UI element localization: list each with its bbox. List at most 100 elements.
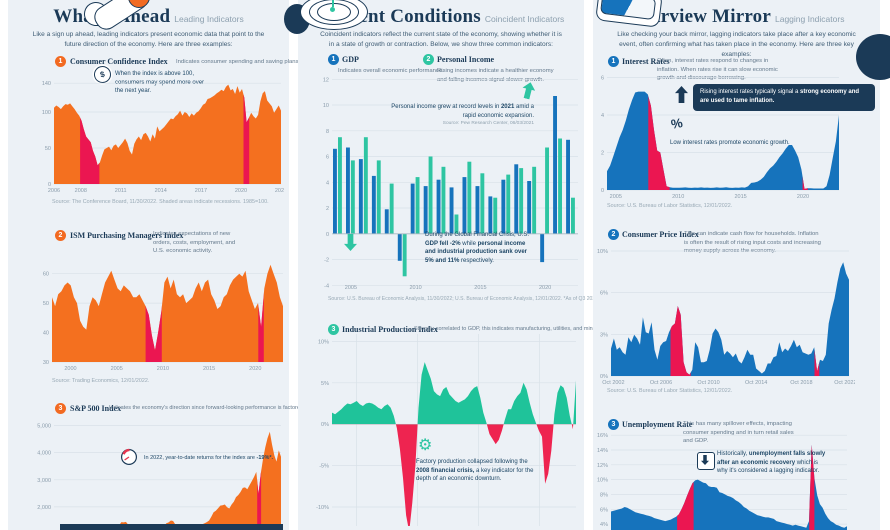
svg-text:10%: 10% xyxy=(597,478,608,484)
svg-text:0: 0 xyxy=(48,182,51,188)
section-title: GDP xyxy=(342,55,359,64)
gfc-annotation: During the Global Financial Crisis, U.S.… xyxy=(425,232,530,265)
svg-text:2010: 2010 xyxy=(157,366,169,372)
svg-text:4%: 4% xyxy=(600,522,608,528)
svg-text:2015: 2015 xyxy=(474,285,486,291)
svg-text:2020: 2020 xyxy=(249,366,261,372)
section-title: S&P 500 Index xyxy=(70,404,122,413)
svg-text:2006: 2006 xyxy=(48,188,60,194)
unemployment-chart: 16% 14% 12% 10% 8% 6% 4% xyxy=(597,433,847,530)
svg-text:100: 100 xyxy=(42,110,51,116)
section-title: Unemployment Rate xyxy=(622,420,693,429)
panel-subtitle: Leading Indicators xyxy=(174,14,244,24)
svg-text:Oct 2010: Oct 2010 xyxy=(697,380,719,386)
svg-text:2017: 2017 xyxy=(195,188,207,194)
section-number: 2 xyxy=(423,54,434,65)
panel-leading: What's Ahead Leading Indicators Like a si… xyxy=(8,0,331,530)
svg-text:3%: 3% xyxy=(600,332,608,338)
section-desc: This has many spillover effects, impacti… xyxy=(683,421,794,445)
svg-text:-4: -4 xyxy=(324,283,329,289)
income-annotation: Personal income grew at record levels in… xyxy=(386,103,534,128)
section-title: ISM Purchasing Managers Index xyxy=(70,231,184,240)
svg-text:2: 2 xyxy=(601,151,604,157)
svg-text:2000: 2000 xyxy=(64,366,76,372)
svg-text:6: 6 xyxy=(326,155,329,161)
svg-text:2020: 2020 xyxy=(797,194,809,200)
svg-text:-10%: -10% xyxy=(316,505,329,511)
source-note: Source: Trading Economics, 12/01/2022. xyxy=(52,378,150,384)
svg-text:2015: 2015 xyxy=(203,366,215,372)
section-number: 1 xyxy=(328,54,339,65)
svg-text:30: 30 xyxy=(43,360,49,366)
gdp-income-bar-chart: 12 10 8 6 4 2 0 -2 -4 2005 2010 2015 2020 xyxy=(323,77,578,291)
svg-text:16%: 16% xyxy=(597,433,608,439)
svg-text:Oct 2002: Oct 2002 xyxy=(602,380,624,386)
svg-text:14%: 14% xyxy=(597,448,608,454)
income-annotation-text: Personal income grew at record levels in… xyxy=(391,104,534,119)
svg-text:2010: 2010 xyxy=(672,194,684,200)
svg-text:2005: 2005 xyxy=(111,366,123,372)
factory-annotation: Factory production collapsed following t… xyxy=(416,459,534,483)
section-title: Personal Income xyxy=(437,55,495,64)
svg-text:50: 50 xyxy=(45,146,51,152)
section-desc: Often, interest rates respond to changes… xyxy=(657,58,778,82)
svg-text:2023: 2023 xyxy=(275,188,284,194)
page-title: What's Ahead xyxy=(53,6,171,27)
svg-text:10%: 10% xyxy=(318,339,329,345)
panel-description: Like a sign up ahead, leading indicators… xyxy=(32,31,265,48)
panel-lagging: Rearview Mirror Lagging Indicators Like c… xyxy=(593,0,880,530)
section-desc: Indicates the economy's direction since … xyxy=(109,405,332,411)
percent-icon: % xyxy=(669,115,684,132)
svg-text:3,000: 3,000 xyxy=(37,478,51,484)
svg-text:0: 0 xyxy=(601,188,604,194)
section-title: Interest Rates xyxy=(622,57,670,66)
svg-text:Oct 2022: Oct 2022 xyxy=(834,380,855,386)
industrial-production-chart: 10% 5% 0% -5% -10% xyxy=(316,334,576,526)
income-annotation-source: Source: Pew Research Center, 06/03/2021 xyxy=(442,121,534,127)
panel-lagging-header: Rearview Mirror Lagging Indicators xyxy=(593,6,880,28)
svg-text:40: 40 xyxy=(43,331,49,337)
section-desc: Indicates expectations of new orders, co… xyxy=(153,231,236,255)
svg-text:4,000: 4,000 xyxy=(37,451,51,457)
page-title: Rearview Mirror xyxy=(628,6,771,27)
svg-text:6%: 6% xyxy=(600,291,608,297)
svg-text:0%: 0% xyxy=(321,422,329,428)
panel-subtitle: Lagging Indicators xyxy=(774,14,845,24)
page-title: Current Conditions xyxy=(317,6,481,27)
svg-text:2008: 2008 xyxy=(75,188,87,194)
svg-text:Oct 2006: Oct 2006 xyxy=(650,380,672,386)
svg-text:12: 12 xyxy=(323,77,329,83)
source-note: Source: U.S. Bureau of Economic Analysis… xyxy=(328,296,600,302)
sp500-annotation: In 2022, year-to-date returns for the in… xyxy=(144,455,274,461)
section-title: Consumer Price Index xyxy=(622,230,699,239)
panel-leading-header: What's Ahead Leading Indicators xyxy=(8,6,289,28)
source-note: Source: U.S. Bureau of Labor Statistics,… xyxy=(607,203,733,209)
svg-text:-2: -2 xyxy=(324,258,329,264)
svg-text:-5%: -5% xyxy=(319,464,329,470)
svg-text:140: 140 xyxy=(42,81,51,87)
sp500-chart: 2,000 3,000 4,000 5,000 xyxy=(37,423,281,530)
svg-text:Oct 2014: Oct 2014 xyxy=(745,380,767,386)
svg-text:5%: 5% xyxy=(321,381,329,387)
section-title: Consumer Confidence Index xyxy=(70,57,168,66)
svg-text:2014: 2014 xyxy=(155,188,167,194)
svg-text:2,000: 2,000 xyxy=(37,505,51,511)
svg-text:Oct 2018: Oct 2018 xyxy=(790,380,812,386)
panel-subtitle: Coincident Indicators xyxy=(484,14,565,24)
confidence-annotation: When the index is above 100, consumers m… xyxy=(115,71,205,95)
svg-text:10%: 10% xyxy=(597,249,608,255)
svg-text:2015: 2015 xyxy=(734,194,746,200)
svg-text:2: 2 xyxy=(326,206,329,212)
svg-text:8: 8 xyxy=(326,129,329,135)
down-arrow-box-icon xyxy=(697,452,715,470)
consumer-confidence-chart: 0 50 100 140 2006 2008 2011 2014 2017 2020 2023 xyxy=(42,81,284,194)
svg-text:2005: 2005 xyxy=(345,285,357,291)
svg-text:10: 10 xyxy=(323,103,329,109)
svg-text:0%: 0% xyxy=(600,374,608,380)
cpi-chart: 0% 3% 6% 10% Oct 2002 Oct 2006 Oct 2010 Oct 201… xyxy=(597,249,855,386)
section-number: 3 xyxy=(608,419,619,430)
gear-icon: ⚙ xyxy=(418,437,433,454)
section-number: 3 xyxy=(55,403,66,414)
section-desc: Strongly correlated to GDP, this indicat… xyxy=(414,326,619,332)
svg-text:60: 60 xyxy=(43,272,49,278)
